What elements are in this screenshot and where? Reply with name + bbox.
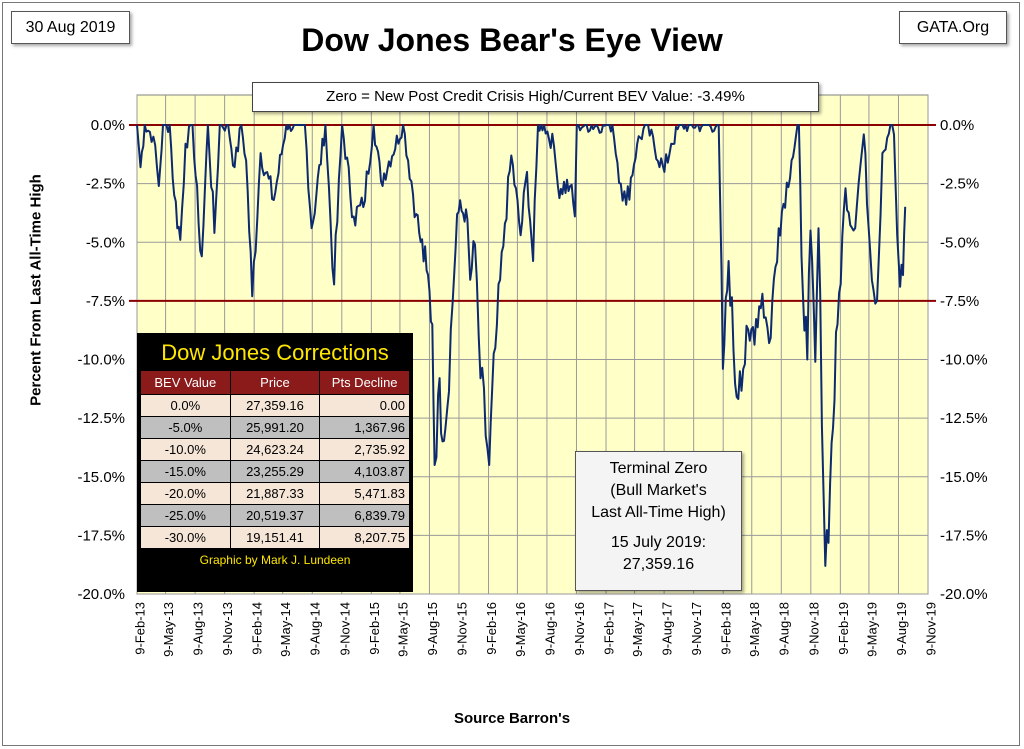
- x-tick-label: 9-Aug-13: [191, 602, 206, 655]
- terminal-zero-annotation: Terminal Zero (Bull Market's Last All-Ti…: [575, 451, 742, 591]
- col-header-price: Price: [229, 370, 321, 395]
- cell-pts-decline: 1,367.96: [319, 416, 410, 439]
- x-tick-label: 9-May-17: [630, 602, 645, 657]
- y-tick-label-left: -2.5%: [86, 176, 125, 193]
- x-tick-label: 9-Feb-18: [719, 602, 734, 655]
- x-tick-label: 9-Nov-14: [337, 602, 352, 655]
- cell-bev: -25.0%: [140, 504, 231, 527]
- cell-bev: -30.0%: [140, 526, 231, 549]
- chart-title: Dow Jones Bear's Eye View: [301, 22, 723, 58]
- col-header-bev: BEV Value: [140, 370, 231, 395]
- reference-lines: [129, 124, 936, 302]
- table-row: -30.0% 19,151.41 8,207.75: [140, 526, 410, 549]
- cell-pts-decline: 0.00: [319, 394, 410, 417]
- y-tick-label-left: -5.0%: [86, 234, 125, 251]
- terminal-line: 27,359.16: [622, 556, 695, 573]
- x-tick-label: 9-Aug-18: [777, 602, 792, 655]
- x-tick-label: 9-Aug-15: [425, 602, 440, 655]
- chart-subtitle: Zero = New Post Credit Crisis High/Curre…: [252, 82, 819, 112]
- x-tick-label: 9-Nov-17: [689, 602, 704, 655]
- x-tick-label: 9-May-14: [278, 602, 293, 657]
- series-line-bev: [136, 124, 907, 567]
- table-row: 0.0% 27,359.16 0.00: [140, 394, 410, 417]
- x-tick-label: 9-Aug-14: [308, 602, 323, 655]
- y-tick-label-right: -10.0%: [940, 352, 988, 369]
- cell-price: 24,623.24: [229, 438, 321, 461]
- cell-pts-decline: 5,471.83: [319, 482, 410, 505]
- col-header-pts-decline: Pts Decline: [319, 370, 410, 395]
- y-tick-labels-left: 0.0% -2.5% -5.0% -7.5% -10.0% -12.5% -15.0% -17…: [77, 117, 125, 603]
- x-tick-label: 9-May-15: [395, 602, 410, 657]
- x-tick-label: 9-Aug-16: [542, 602, 557, 655]
- y-tick-label-right: -2.5%: [940, 176, 979, 193]
- cell-bev: -15.0%: [140, 460, 231, 483]
- y-tick-label-left: 0.0%: [91, 117, 125, 134]
- cell-pts-decline: 8,207.75: [319, 526, 410, 549]
- cell-pts-decline: 2,735.92: [319, 438, 410, 461]
- y-tick-label-right: -7.5%: [940, 293, 979, 310]
- cell-bev: -10.0%: [140, 438, 231, 461]
- cell-price: 20,519.37: [229, 504, 321, 527]
- cell-price: 27,359.16: [229, 394, 321, 417]
- y-tick-label-right: -17.5%: [940, 527, 988, 544]
- x-tick-label: 9-Nov-16: [572, 602, 587, 655]
- source-label: GATA.Org: [899, 11, 1007, 44]
- y-tick-label-left: -15.0%: [77, 469, 125, 486]
- table-row: -20.0% 21,887.33 5,471.83: [140, 482, 410, 505]
- x-tick-label: 9-Feb-16: [484, 602, 499, 655]
- table-row: -25.0% 20,519.37 6,839.79: [140, 504, 410, 527]
- y-tick-label-left: -20.0%: [77, 586, 125, 603]
- x-tick-label: 9-May-19: [864, 602, 879, 657]
- x-tick-label: 9-Feb-15: [367, 602, 382, 655]
- cell-price: 25,991.20: [229, 416, 321, 439]
- y-tick-labels-right: 0.0% -2.5% -5.0% -7.5% -10.0% -12.5% -15.0% -17…: [940, 117, 988, 603]
- corrections-table: Dow Jones Corrections BEV Value Price Pt…: [137, 333, 413, 592]
- y-tick-label-right: -20.0%: [940, 586, 988, 603]
- terminal-line: Terminal Zero: [609, 460, 708, 477]
- terminal-line: 15 July 2019:: [610, 534, 707, 551]
- cell-price: 23,255.29: [229, 460, 321, 483]
- date-label: 30 Aug 2019: [11, 11, 130, 44]
- cell-bev: 0.0%: [140, 394, 231, 417]
- y-tick-label-left: -17.5%: [77, 527, 125, 544]
- x-tick-label: 9-Feb-13: [132, 602, 147, 655]
- y-tick-label-right: -12.5%: [940, 410, 988, 427]
- table-row: -10.0% 24,623.24 2,735.92: [140, 438, 410, 461]
- cell-price: 21,887.33: [229, 482, 321, 505]
- corrections-grid: BEV Value Price Pts Decline 0.0% 27,359.1…: [140, 370, 410, 549]
- x-tick-label: 9-Feb-19: [836, 602, 851, 655]
- x-tick-label: 9-Nov-13: [220, 602, 235, 655]
- table-row: -5.0% 25,991.20 1,367.96: [140, 416, 410, 439]
- terminal-line: (Bull Market's: [610, 482, 707, 499]
- x-tick-label: 9-Nov-19: [923, 602, 938, 655]
- x-axis-label: Source Barron's: [453, 710, 571, 727]
- x-tick-label: 9-May-16: [513, 602, 528, 657]
- corrections-table-title: Dow Jones Corrections: [161, 340, 389, 365]
- x-tick-labels: 9-Feb-13 9-May-13 9-Aug-13 9-Nov-13 9-Feb-14…: [132, 602, 938, 657]
- cell-pts-decline: 4,103.87: [319, 460, 410, 483]
- graphic-credit: Graphic by Mark J. Lundeen: [199, 553, 351, 567]
- table-row: -15.0% 23,255.29 4,103.87: [140, 460, 410, 483]
- y-tick-label-right: 0.0%: [940, 117, 974, 134]
- x-tick-label: 9-Aug-17: [660, 602, 675, 655]
- x-tick-label: 9-May-18: [747, 602, 762, 657]
- y-tick-label-left: -12.5%: [77, 410, 125, 427]
- x-tick-label: 9-Aug-19: [894, 602, 909, 655]
- x-tick-label: 9-Feb-14: [250, 602, 265, 655]
- y-tick-label-right: -5.0%: [940, 234, 979, 251]
- corrections-header-row: BEV Value Price Pts Decline: [140, 370, 410, 395]
- x-tick-label: 9-May-13: [161, 602, 176, 657]
- y-tick-label-left: -10.0%: [77, 352, 125, 369]
- cell-bev: -20.0%: [140, 482, 231, 505]
- x-tick-label: 9-Feb-17: [601, 602, 616, 655]
- y-tick-label-left: -7.5%: [86, 293, 125, 310]
- terminal-line: Last All-Time High): [591, 504, 726, 521]
- y-tick-label-right: -15.0%: [940, 469, 988, 486]
- cell-pts-decline: 6,839.79: [319, 504, 410, 527]
- y-axis-label-text: Percent From Last All-Time High: [27, 174, 45, 406]
- cell-price: 19,151.41: [229, 526, 321, 549]
- x-tick-label: 9-Nov-15: [454, 602, 469, 655]
- cell-bev: -5.0%: [140, 416, 231, 439]
- x-tick-label: 9-Nov-18: [806, 602, 821, 655]
